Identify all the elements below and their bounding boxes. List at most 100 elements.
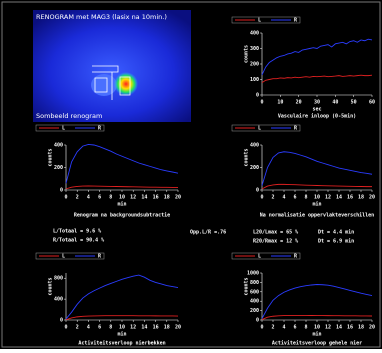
y-tick-label: 800	[54, 276, 63, 282]
x-tick-label: 6	[293, 325, 296, 331]
y-tick-label: 300	[250, 46, 259, 52]
x-tick-label: 8	[304, 325, 307, 331]
x-tick-label: 2	[76, 195, 79, 201]
y-tick-label: 200	[250, 62, 259, 68]
summary-text: Dt = 6.9 min	[318, 239, 354, 245]
chart-title: Activiteitsverloop gehele nier	[272, 341, 362, 347]
x-tick-label: 0	[260, 195, 263, 201]
x-tick-label: 0	[260, 325, 263, 331]
x-tick-label: 10	[119, 195, 125, 201]
y-tick-label: 0	[256, 93, 259, 99]
y-tick-label: 0	[60, 188, 63, 194]
x-tick-label: 14	[141, 325, 147, 331]
x-tick-label: 16	[153, 195, 159, 201]
screen: RENOGRAM met MAG3 (lasix na 10min.) Somb…	[0, 0, 382, 349]
x-tick-label: 40	[332, 100, 338, 106]
page: {"image_panel": {"title": "RENOGRAM met …	[0, 0, 382, 349]
legend-label: L	[62, 126, 65, 132]
x-tick-label: 0	[64, 195, 67, 201]
y-axis-label: counts	[48, 277, 54, 295]
y-tick-label: 400	[250, 299, 259, 305]
y-tick-label: 400	[250, 31, 259, 37]
x-tick-label: 10	[119, 325, 125, 331]
y-tick-label: 200	[250, 308, 259, 314]
y-axis-label: counts	[244, 148, 250, 166]
y-axis-label: counts	[244, 277, 250, 295]
legend-label: L	[258, 126, 261, 132]
x-tick-label: 4	[87, 195, 90, 201]
x-tick-label: 20	[369, 195, 375, 201]
summary-text: R20/Rmax = 12 %	[253, 239, 298, 245]
y-tick-label: 100	[250, 77, 259, 83]
image-title: RENOGRAM met MAG3 (lasix na 10min.)	[36, 13, 167, 21]
y-tick-label: 0	[60, 318, 63, 324]
x-axis-label: sec	[312, 107, 321, 113]
x-tick-label: 20	[175, 325, 181, 331]
x-tick-label: 4	[282, 325, 285, 331]
y-axis-label: counts	[244, 45, 250, 63]
x-axis-label: min	[117, 202, 126, 208]
y-tick-label: 400	[54, 297, 63, 303]
chart-title: Vasculaire inloop (0-5min)	[278, 114, 356, 120]
x-tick-label: 14	[141, 195, 147, 201]
x-tick-label: 12	[130, 325, 136, 331]
y-axis-label: counts	[48, 148, 54, 166]
y-tick-label: 400	[54, 143, 63, 149]
x-tick-label: 12	[325, 195, 331, 201]
x-tick-label: 18	[164, 195, 170, 201]
legend-label: L	[258, 254, 261, 260]
scan-image	[33, 10, 191, 122]
x-axis-label: min	[312, 202, 321, 208]
x-tick-label: 16	[347, 325, 353, 331]
x-tick-label: 16	[347, 195, 353, 201]
y-tick-label: 0	[256, 318, 259, 324]
right-kidney	[114, 72, 138, 96]
x-tick-label: 12	[130, 195, 136, 201]
x-tick-label: 8	[109, 325, 112, 331]
y-tick-label: 400	[250, 143, 259, 149]
summary-text: L20/Lmax = 65 %	[253, 230, 298, 236]
chart-title: Renogram na backgroundsubtractie	[74, 213, 170, 219]
x-tick-label: 20	[296, 100, 302, 106]
x-tick-label: 6	[293, 195, 296, 201]
x-tick-label: 60	[369, 100, 375, 106]
summary-text: L/Totaal = 9.6 %	[53, 229, 101, 235]
y-tick-label: 0	[256, 188, 259, 194]
x-tick-label: 2	[76, 325, 79, 331]
x-axis-label: min	[312, 332, 321, 338]
x-tick-label: 14	[336, 195, 342, 201]
y-tick-label: 200	[250, 165, 259, 171]
x-tick-label: 4	[282, 195, 285, 201]
x-tick-label: 2	[271, 195, 274, 201]
y-tick-label: 600	[250, 289, 259, 295]
image-caption: Sombeeld renogram	[36, 112, 102, 120]
x-tick-label: 8	[109, 195, 112, 201]
x-tick-label: 12	[325, 325, 331, 331]
x-tick-label: 0	[64, 325, 67, 331]
x-tick-label: 30	[314, 100, 320, 106]
x-tick-label: 6	[98, 325, 101, 331]
x-tick-label: 10	[314, 325, 320, 331]
summary-text: Dt = 4.4 min	[318, 230, 354, 236]
legend-label: L	[62, 254, 65, 260]
x-tick-label: 2	[271, 325, 274, 331]
legend-label: L	[258, 18, 261, 24]
y-tick-label: 800	[250, 280, 259, 286]
x-tick-label: 6	[98, 195, 101, 201]
x-tick-label: 4	[87, 325, 90, 331]
x-tick-label: 10	[314, 195, 320, 201]
x-tick-label: 8	[304, 195, 307, 201]
x-tick-label: 0	[260, 100, 263, 106]
x-tick-label: 18	[358, 325, 364, 331]
summary-text: Opp.L/R =.76	[190, 230, 226, 236]
x-tick-label: 20	[369, 325, 375, 331]
x-tick-label: 14	[336, 325, 342, 331]
x-tick-label: 16	[153, 325, 159, 331]
x-tick-label: 18	[358, 195, 364, 201]
y-tick-label: 1000	[247, 271, 259, 277]
x-tick-label: 20	[175, 195, 181, 201]
x-tick-label: 10	[277, 100, 283, 106]
chart-title: Activiteitsverloop nierbekken	[78, 341, 165, 347]
chart-title: Na normalisatie oppervlakteverschillen	[260, 213, 374, 219]
x-tick-label: 18	[164, 325, 170, 331]
